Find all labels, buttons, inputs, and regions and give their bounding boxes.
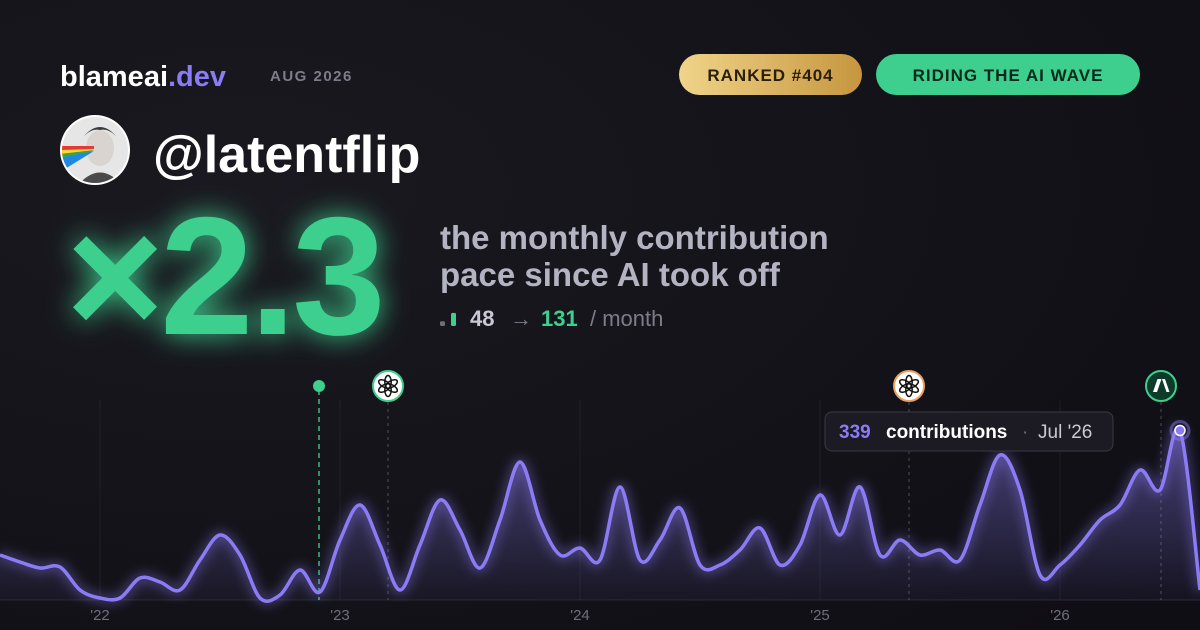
event-icon	[372, 370, 404, 402]
brand: blameai.dev	[60, 61, 226, 93]
brand-tld: .dev	[168, 61, 226, 93]
unit: / month	[590, 306, 663, 331]
chart: '22 '23 '24 '25 '26	[0, 370, 1200, 624]
openai-petal	[898, 378, 913, 390]
arrow: →	[510, 306, 532, 331]
tooltip-label: contributions	[886, 422, 1007, 443]
tooltip-box	[824, 411, 1114, 452]
x-tick-label: '25	[810, 607, 830, 624]
event-dot	[313, 380, 325, 392]
handle: @latentflip	[153, 126, 420, 184]
event-icon	[1145, 370, 1177, 402]
rank-badge-text: RANKED #404	[707, 66, 833, 85]
tooltip-separator: ·	[1022, 422, 1028, 443]
before-value: 48	[470, 306, 494, 331]
highlight-point	[1174, 424, 1186, 437]
event-icon	[893, 370, 925, 402]
openai-petal	[377, 378, 392, 390]
multiplier: ×2.3	[66, 182, 382, 370]
area	[0, 427, 1200, 602]
tooltip-date: Jul '26	[1038, 422, 1092, 443]
avatar	[60, 115, 130, 185]
anthropic-logo	[1153, 379, 1170, 392]
line	[0, 426, 1200, 603]
wave-badge-text: RIDING THE AI WAVE	[913, 66, 1104, 85]
description-line: the monthly contribution	[440, 219, 829, 256]
x-tick-label: '24	[570, 607, 590, 624]
after-bar	[451, 312, 456, 326]
x-tick-label: '22	[90, 607, 110, 624]
tooltip-value: 339	[839, 422, 871, 443]
wave-badge	[876, 54, 1140, 95]
rank-badge	[679, 54, 862, 95]
date: AUG 2026	[270, 68, 353, 85]
brand-name: blameai	[60, 61, 168, 93]
after-value: 131	[541, 306, 578, 331]
x-tick-label: '23	[330, 607, 350, 624]
description-line: pace since AI took off	[440, 256, 781, 293]
x-tick-label: '26	[1050, 607, 1070, 624]
tooltip: 339 contributions · Jul '26	[824, 411, 1114, 452]
highlight-halo	[1169, 420, 1191, 441]
before-bar	[440, 321, 445, 326]
